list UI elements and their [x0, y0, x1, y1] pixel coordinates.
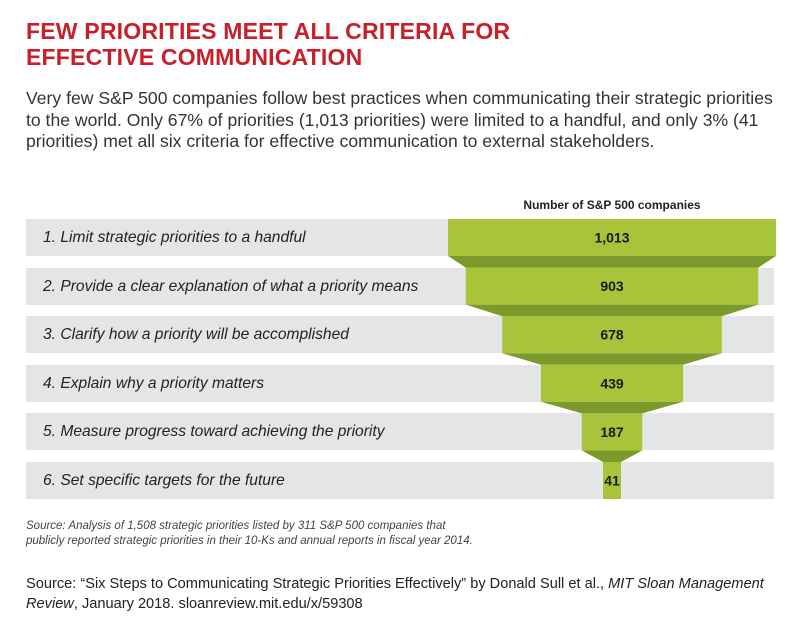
funnel-bar-1: [448, 219, 776, 256]
criteria-row-5: 5. Measure progress toward achieving the…: [26, 413, 774, 451]
funnel-bar-4: [540, 364, 684, 402]
column-header: Number of S&P 500 companies: [523, 198, 701, 212]
source-citation: Source: “Six Steps to Communicating Stra…: [26, 574, 786, 614]
criteria-label-6: 6. Set specific targets for the future: [43, 472, 285, 489]
criteria-label-4: 4. Explain why a priority matters: [43, 374, 264, 392]
criteria-label-2: 2. Provide a clear explanation of what a…: [43, 277, 419, 295]
funnel-connector-3: [502, 353, 722, 365]
source-suffix: , January 2018. sloanreview.mit.edu/x/59…: [73, 596, 363, 612]
chart-title-line-2: EFFECTIVE COMMUNICATION: [26, 44, 363, 70]
funnel-value-label-3: 678: [600, 327, 624, 343]
funnel-connector-5: [581, 450, 643, 462]
intro-paragraph: Very few S&P 500 companies follow best p…: [26, 88, 773, 151]
funnel-bar-2: [465, 267, 759, 305]
chart-title-line-1: FEW PRIORITIES MEET ALL CRITERIA FOR: [26, 18, 511, 44]
funnel-bar-5: [581, 413, 643, 451]
footnote-line-2: publicly reported strategic priorities i…: [26, 535, 473, 547]
funnel-bar-6: [603, 462, 621, 499]
footnote: Source: Analysis of 1,508 strategic prio…: [26, 519, 746, 549]
footnote-line-1: Source: Analysis of 1,508 strategic prio…: [26, 520, 446, 532]
funnel-value-label-2: 903: [600, 278, 624, 294]
chart-title: FEW PRIORITIES MEET ALL CRITERIA FOR EFF…: [26, 18, 766, 70]
criteria-label-5: 5. Measure progress toward achieving the…: [43, 423, 385, 441]
source-prefix: Source: “Six Steps to Communicating Stra…: [26, 576, 609, 592]
funnel-bars: 1,013 903 678 439 187 41: [448, 219, 776, 499]
funnel-value-label-6: 41: [604, 473, 620, 489]
funnel-bar-3: [502, 316, 722, 354]
funnel-value-label-5: 187: [600, 424, 624, 440]
funnel-value-label-4: 439: [600, 375, 624, 391]
funnel-value-label-1: 1,013: [594, 230, 629, 246]
criteria-label-3: 3. Clarify how a priority will be accomp…: [43, 326, 349, 344]
source-journal: MIT Sloan Management Review: [26, 576, 764, 612]
funnel-connector-4: [540, 401, 684, 414]
funnel-connector-1: [448, 256, 776, 268]
funnel-connector-2: [465, 304, 759, 317]
criteria-row-6: 6. Set specific targets for the future: [26, 462, 774, 499]
criteria-label-1: 1. Limit strategic priorities to a handf…: [43, 229, 306, 246]
